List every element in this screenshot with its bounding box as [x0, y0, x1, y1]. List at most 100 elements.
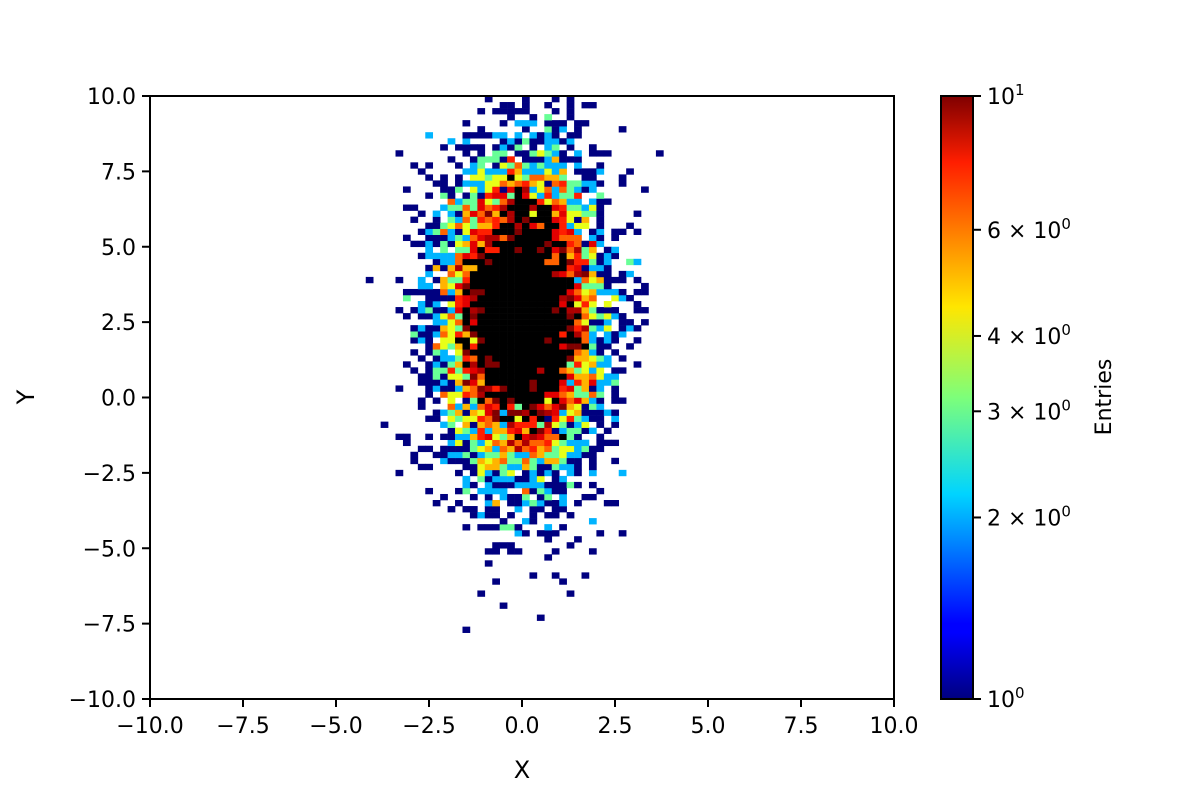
heatmap-cell	[566, 373, 575, 380]
heatmap-cell	[440, 451, 448, 459]
heatmap-cell	[522, 126, 530, 133]
heatmap-cell	[455, 391, 463, 398]
heatmap-cell	[462, 325, 471, 332]
heatmap-cell	[574, 307, 582, 314]
heatmap-cell	[603, 343, 612, 350]
heatmap-cell	[455, 301, 463, 308]
heatmap-cell	[432, 349, 441, 356]
heatmap-cell	[596, 415, 605, 422]
heatmap-cell	[507, 198, 515, 205]
heatmap-cell	[611, 307, 620, 314]
heatmap-cell	[588, 174, 597, 181]
heatmap-cell	[440, 307, 448, 314]
heatmap-cell	[492, 156, 500, 163]
heatmap-cell	[455, 433, 463, 441]
heatmap-cell	[447, 427, 456, 434]
heatmap-cell	[499, 319, 508, 326]
heatmap-cell	[492, 325, 500, 332]
heatmap-cell	[425, 313, 434, 320]
heatmap-cell	[536, 132, 545, 139]
heatmap-cell	[462, 132, 471, 139]
heatmap-cell	[440, 379, 448, 386]
heatmap-cell	[484, 349, 493, 356]
heatmap-cell	[455, 331, 463, 338]
heatmap-cell	[551, 469, 560, 477]
heatmap-cell	[469, 252, 478, 260]
heatmap-cell	[507, 258, 515, 266]
heatmap-cell	[462, 264, 471, 272]
heatmap-cell	[499, 343, 508, 350]
heatmap-cell	[499, 156, 508, 163]
heatmap-cell	[492, 548, 500, 555]
heatmap-cell	[447, 198, 456, 205]
heatmap-cell	[603, 331, 612, 338]
heatmap-cell	[455, 415, 463, 422]
heatmap-cell	[469, 144, 478, 151]
heatmap-cell	[514, 138, 523, 145]
heatmap-cell	[544, 240, 553, 248]
heatmap-cell	[447, 403, 456, 410]
heatmap-cell	[544, 451, 553, 459]
heatmap-cell	[440, 349, 448, 356]
heatmap-cell	[536, 198, 545, 205]
heatmap-cell	[581, 168, 590, 175]
heatmap-cell	[574, 536, 582, 543]
heatmap-cell	[447, 282, 456, 290]
heatmap-cell	[522, 294, 530, 302]
heatmap-cell	[477, 463, 486, 471]
heatmap-cell	[425, 463, 434, 471]
heatmap-cell	[596, 204, 605, 211]
heatmap-cell	[559, 493, 567, 501]
heatmap-cell	[514, 379, 523, 386]
heatmap-cell	[551, 307, 560, 314]
heatmap-cell	[544, 373, 553, 380]
heatmap-cell	[455, 198, 463, 205]
heatmap-cell	[425, 445, 434, 453]
heatmap-cell	[462, 397, 471, 404]
heatmap-cell	[536, 481, 545, 489]
heatmap-cell	[477, 228, 486, 235]
heatmap-cell	[499, 421, 508, 428]
heatmap-cell	[551, 222, 560, 229]
heatmap-cell	[536, 204, 545, 211]
heatmap-cell	[581, 180, 590, 187]
heatmap-cell	[574, 222, 582, 229]
heatmap-cell	[529, 156, 538, 163]
heatmap-cell	[544, 198, 553, 205]
heatmap-cell	[514, 282, 523, 290]
heatmap-cell	[462, 144, 471, 151]
heatmap-cell	[477, 343, 486, 350]
x-tick-label: 7.5	[784, 714, 819, 739]
heatmap-cell	[477, 192, 486, 199]
heatmap-cell	[588, 102, 597, 109]
heatmap-cell	[365, 276, 374, 284]
heatmap-cell	[596, 168, 605, 175]
heatmap-cell	[611, 349, 620, 356]
heatmap-cell	[492, 234, 500, 242]
heatmap-cell	[514, 361, 523, 368]
heatmap-cell	[477, 222, 486, 229]
heatmap-cell	[440, 228, 448, 235]
heatmap-cell	[551, 409, 560, 416]
heatmap-cell	[432, 500, 441, 507]
heatmap-cell	[574, 216, 582, 223]
heatmap-cell	[581, 222, 590, 229]
heatmap-cell	[581, 367, 590, 374]
heatmap-cell	[507, 307, 515, 314]
heatmap-cell	[618, 397, 627, 404]
heatmap-cell	[417, 288, 426, 296]
heatmap-cell	[477, 270, 486, 278]
heatmap-cell	[469, 385, 478, 392]
heatmap-cell	[425, 349, 434, 356]
heatmap-cell	[492, 373, 500, 380]
heatmap-cell	[484, 240, 493, 248]
heatmap-cell	[544, 114, 553, 121]
heatmap-cell	[603, 313, 612, 320]
y-axis: −10.0−7.5−5.0−2.50.02.55.07.510.0	[69, 85, 150, 713]
heatmap-cell	[395, 469, 404, 477]
heatmap-cell	[477, 246, 486, 254]
heatmap-cell	[402, 294, 411, 302]
x-tick-label: 5.0	[691, 714, 726, 739]
heatmap-cell	[551, 180, 560, 187]
heatmap-cell	[536, 168, 545, 175]
